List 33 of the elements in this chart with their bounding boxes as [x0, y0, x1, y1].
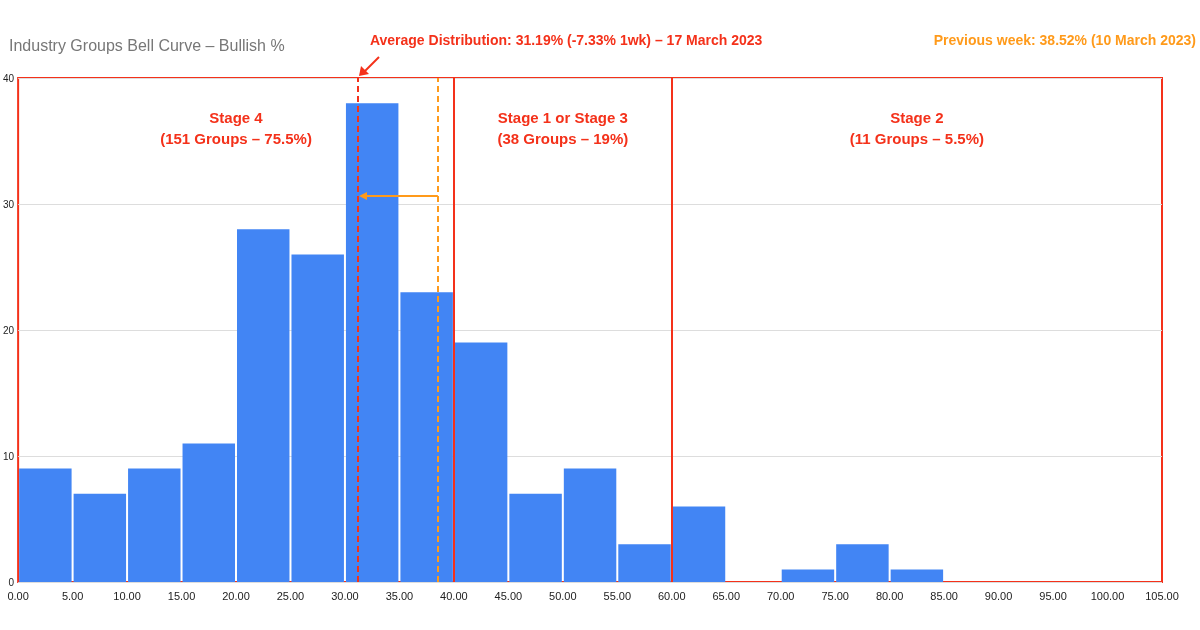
x-tick-label: 80.00 [875, 589, 904, 602]
x-tick-label: 20.00 [222, 589, 250, 602]
x-tick-label: 40.00 [440, 589, 468, 602]
y-tick-label: 30 [3, 198, 15, 210]
x-tick-label: 70.00 [766, 589, 795, 602]
ref-line-label: Previous week: 38.52% (10 March 2023) [933, 32, 1197, 48]
x-tick-label: 45.00 [494, 589, 523, 602]
y-tick-label: 40 [3, 72, 15, 84]
x-tick-label: 95.00 [1039, 589, 1067, 602]
x-tick-label: 15.00 [167, 589, 196, 602]
ref-line-label: Average Distribution: 31.19% (-7.33% 1wk) – 17 March 2023 [369, 32, 763, 48]
x-tick-label: 10.00 [113, 589, 141, 602]
y-tick-label: 10 [3, 450, 15, 462]
x-tick-label: 25.00 [276, 589, 305, 602]
annotation: Stage 4 (151 Groups – 75.5%) [160, 109, 312, 148]
annotation: Stage 1 or Stage 3 (38 Groups – 19%) [497, 109, 629, 148]
y-tick-label: 20 [3, 324, 15, 336]
annotation: Stage 2 (11 Groups – 5.5%) [849, 109, 984, 148]
x-tick-label: 5.00 [61, 589, 84, 602]
x-tick-label: 50.00 [549, 589, 577, 602]
x-tick-label: 100.00 [1090, 589, 1125, 602]
chart-title: Industry Groups Bell Curve – Bullish % [9, 36, 285, 54]
x-tick-label: 65.00 [712, 589, 740, 602]
x-tick-label: 85.00 [930, 589, 958, 602]
x-tick-label: 35.00 [385, 589, 414, 602]
x-tick-label: 0.00 [7, 589, 29, 602]
y-tick-label: 0 [8, 576, 15, 588]
x-tick-label: 105.00 [1145, 589, 1179, 602]
x-tick-label: 60.00 [658, 589, 686, 602]
x-tick-label: 90.00 [984, 589, 1013, 602]
x-tick-label: 75.00 [821, 589, 849, 602]
x-tick-label: 55.00 [603, 589, 632, 602]
x-tick-label: 30.00 [331, 589, 359, 602]
